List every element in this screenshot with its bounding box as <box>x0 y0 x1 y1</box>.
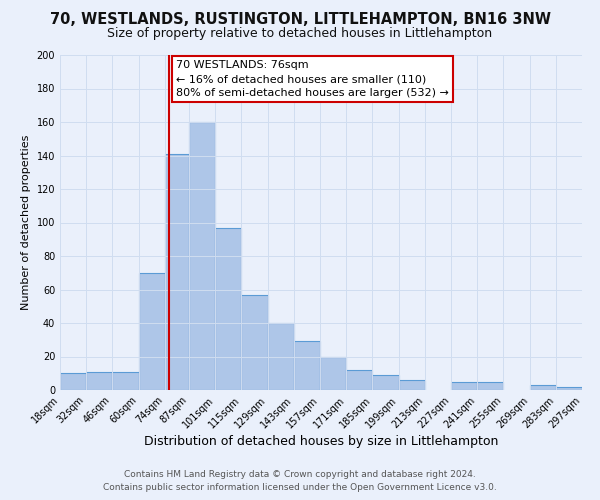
Bar <box>268 323 294 390</box>
X-axis label: Distribution of detached houses by size in Littlehampton: Distribution of detached houses by size … <box>144 436 498 448</box>
Bar <box>320 356 346 390</box>
Bar <box>373 375 398 390</box>
Y-axis label: Number of detached properties: Number of detached properties <box>21 135 31 310</box>
Bar <box>530 385 556 390</box>
Bar <box>189 122 215 390</box>
Text: Contains HM Land Registry data © Crown copyright and database right 2024.
Contai: Contains HM Land Registry data © Crown c… <box>103 470 497 492</box>
Bar <box>60 373 86 390</box>
Bar <box>294 342 320 390</box>
Text: Size of property relative to detached houses in Littlehampton: Size of property relative to detached ho… <box>107 28 493 40</box>
Bar <box>86 372 112 390</box>
Bar <box>112 372 139 390</box>
Bar <box>556 386 582 390</box>
Bar <box>477 382 503 390</box>
Text: 70 WESTLANDS: 76sqm
← 16% of detached houses are smaller (110)
80% of semi-detac: 70 WESTLANDS: 76sqm ← 16% of detached ho… <box>176 60 449 98</box>
Text: 70, WESTLANDS, RUSTINGTON, LITTLEHAMPTON, BN16 3NW: 70, WESTLANDS, RUSTINGTON, LITTLEHAMPTON… <box>49 12 551 28</box>
Bar <box>451 382 477 390</box>
Bar <box>241 294 268 390</box>
Bar <box>215 228 241 390</box>
Bar <box>139 273 165 390</box>
Bar <box>398 380 425 390</box>
Bar <box>346 370 373 390</box>
Bar <box>165 154 189 390</box>
